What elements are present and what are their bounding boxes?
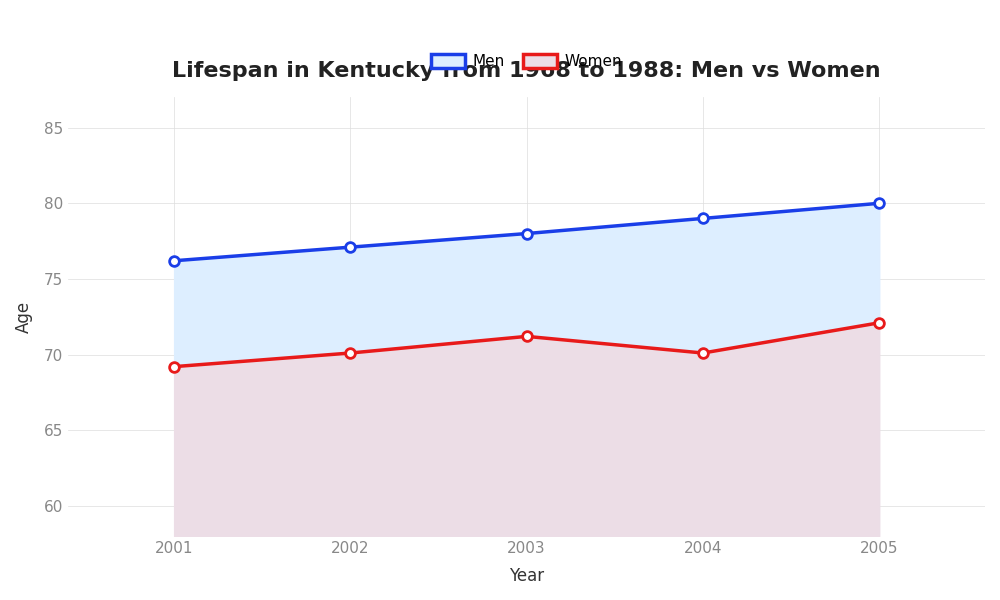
- X-axis label: Year: Year: [509, 567, 544, 585]
- Y-axis label: Age: Age: [15, 301, 33, 333]
- Title: Lifespan in Kentucky from 1968 to 1988: Men vs Women: Lifespan in Kentucky from 1968 to 1988: …: [172, 61, 881, 80]
- Legend: Men, Women: Men, Women: [425, 48, 628, 76]
